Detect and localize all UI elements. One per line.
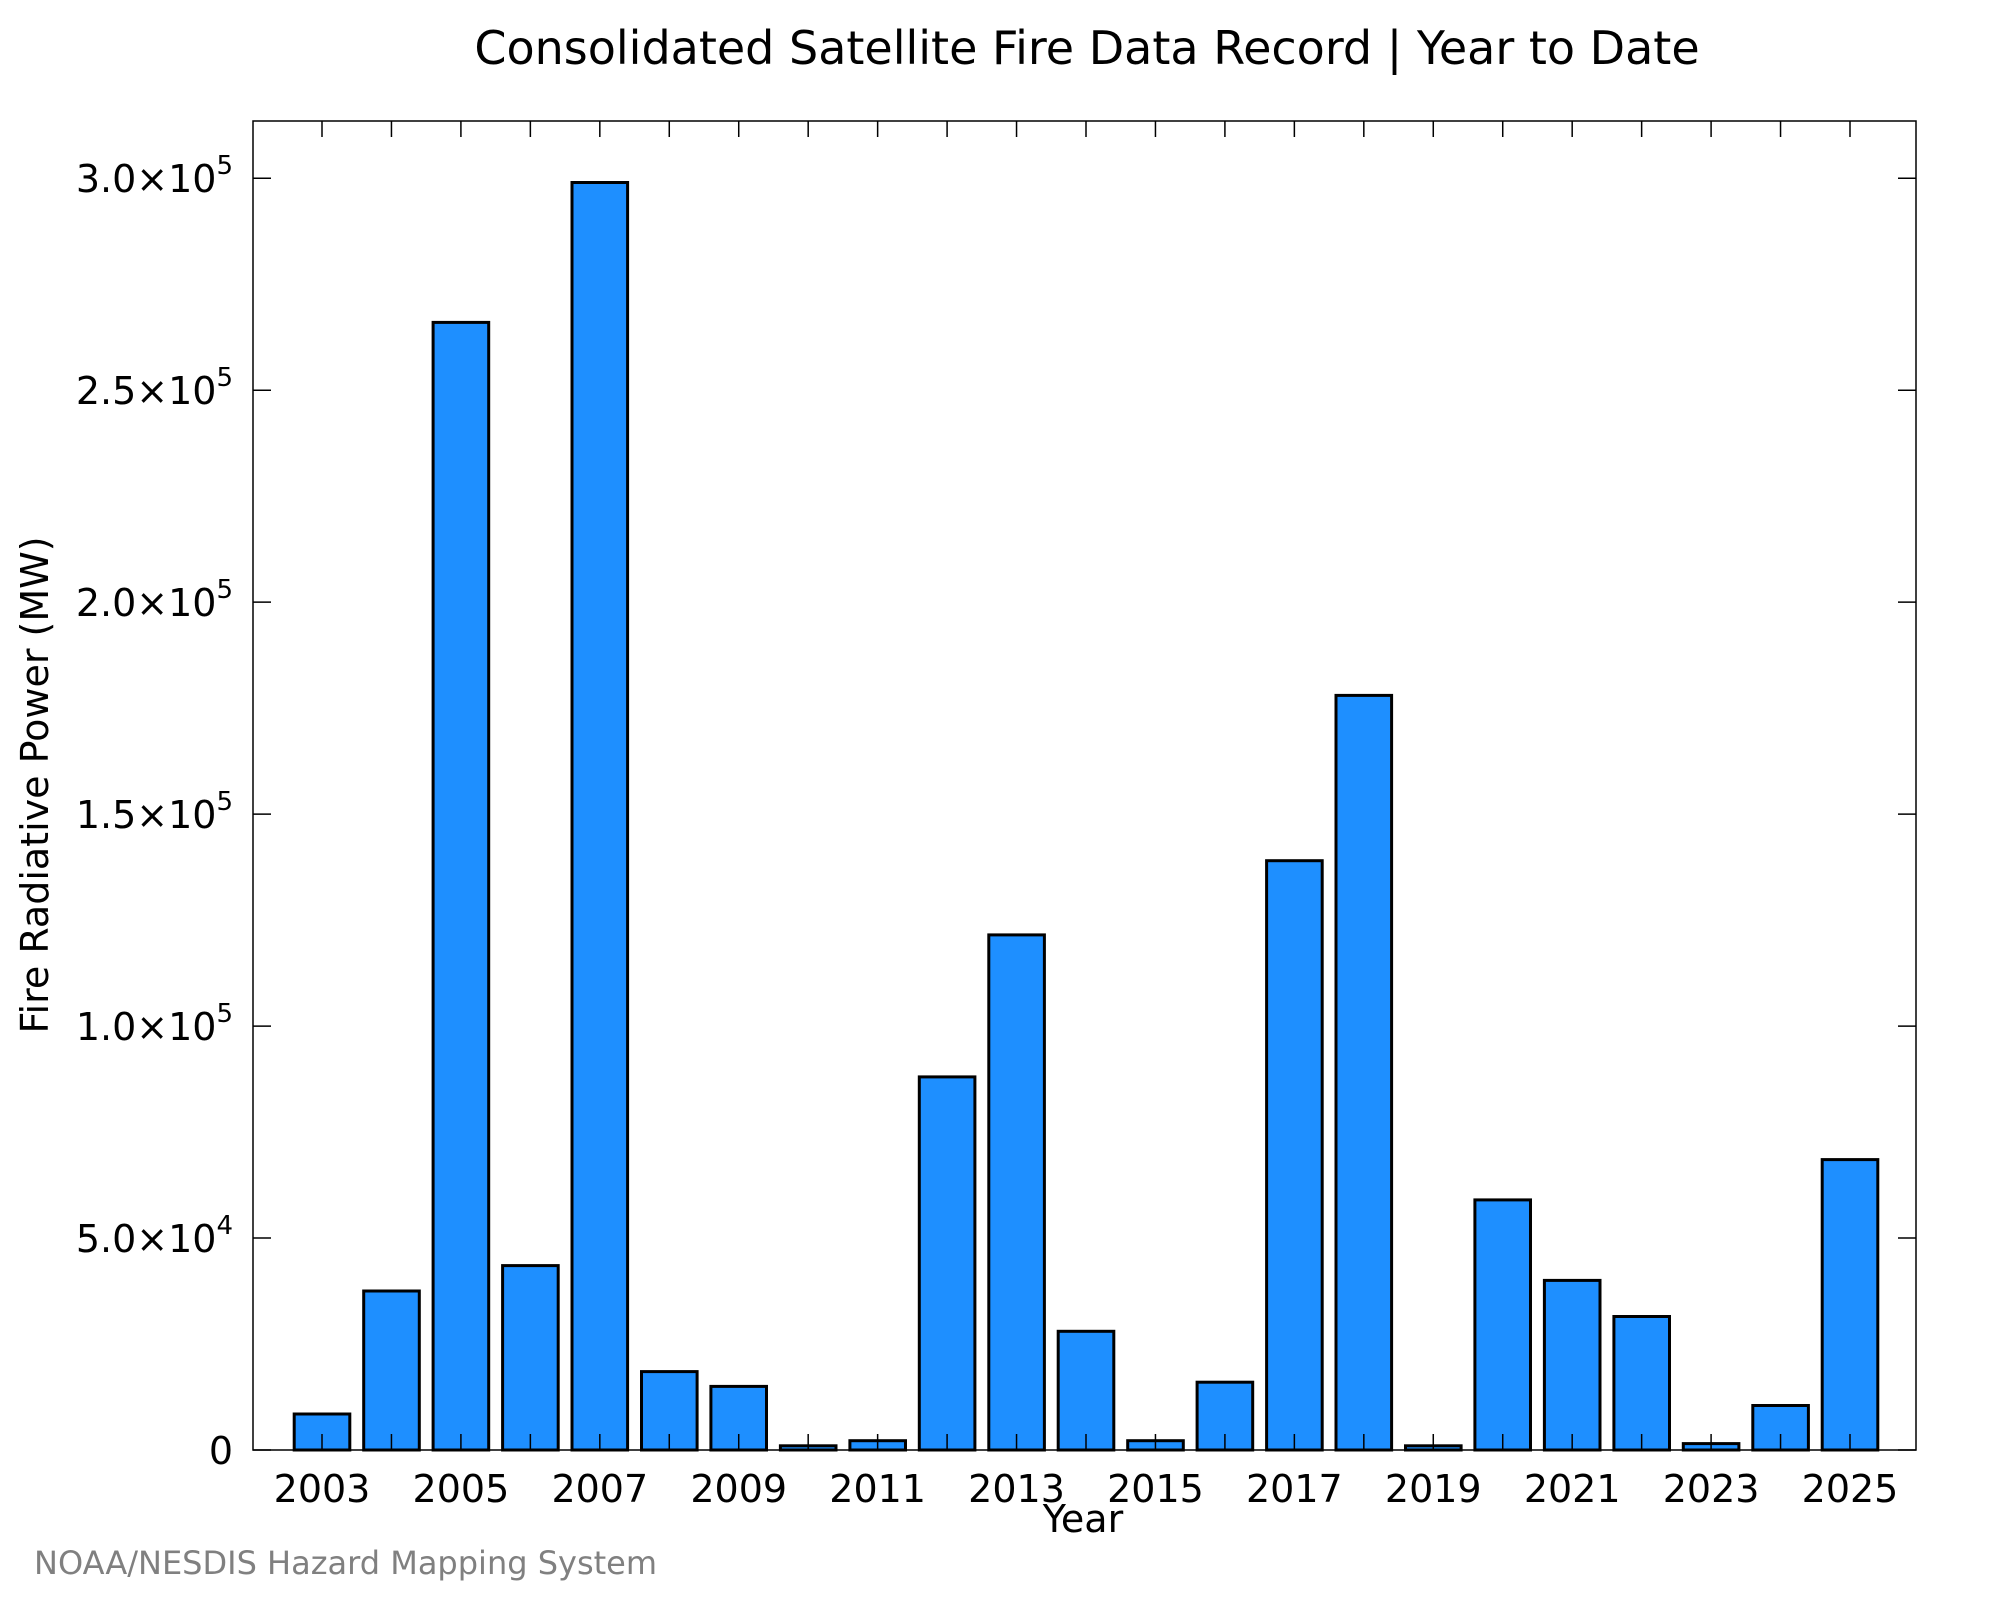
bars-group: [292, 181, 1880, 1452]
y-tick-label: 3.0×105: [76, 151, 233, 201]
bar-2017: [1265, 859, 1324, 1452]
chart-title: Consolidated Satellite Fire Data Record …: [474, 21, 1699, 76]
bar-2004: [362, 1289, 421, 1452]
x-tick-label-2005: 2005: [413, 1467, 510, 1511]
x-tick-label-2009: 2009: [690, 1467, 787, 1511]
x-tick-label-2017: 2017: [1246, 1467, 1343, 1511]
y-tick-label: 2.0×105: [76, 575, 233, 625]
bar-2022: [1612, 1315, 1672, 1452]
bar-2013: [987, 933, 1046, 1452]
y-tick-label: 0: [209, 1429, 233, 1473]
x-axis: 2003 2005 2007 2009 2011 2013 2015 2017 2019 2021…: [274, 121, 1899, 1511]
y-axis: 0 5.0×104 1.0×105 1.5×105 2.0×105 2.5×105 3.0×…: [76, 151, 1916, 1473]
x-tick-label-2011: 2011: [829, 1467, 926, 1511]
x-tick-label-2023: 2023: [1663, 1467, 1760, 1511]
bar-2007: [570, 181, 630, 1452]
x-tick-label-2007: 2007: [551, 1467, 648, 1511]
bar-2012: [917, 1075, 977, 1452]
x-tick-label-2003: 2003: [274, 1467, 371, 1511]
y-tick-label: 2.5×105: [76, 363, 233, 413]
bar-2005: [431, 320, 491, 1452]
x-tick-label-2025: 2025: [1802, 1467, 1899, 1511]
y-axis-label: Fire Radiative Power (MW): [13, 536, 57, 1033]
x-tick-label-2019: 2019: [1385, 1467, 1482, 1511]
bar-2020: [1473, 1198, 1533, 1452]
x-tick-label-2021: 2021: [1524, 1467, 1621, 1511]
y-tick-label: 5.0×104: [76, 1211, 233, 1261]
x-axis-label: Year: [1042, 1497, 1124, 1541]
y-tick-label: 1.0×105: [76, 999, 233, 1049]
plot-frame: [252, 120, 1917, 1451]
bar-2018: [1334, 693, 1394, 1452]
credit-text: NOAA/NESDIS Hazard Mapping System: [34, 1544, 657, 1582]
bar-2014: [1056, 1329, 1116, 1452]
x-tick-label-2013: 2013: [968, 1467, 1065, 1511]
bar-2021: [1542, 1278, 1602, 1452]
y-tick-label: 1.5×105: [76, 787, 233, 837]
bar-2006: [501, 1264, 560, 1452]
bar-2025: [1820, 1158, 1880, 1452]
x-tick-label-2015: 2015: [1107, 1467, 1204, 1511]
